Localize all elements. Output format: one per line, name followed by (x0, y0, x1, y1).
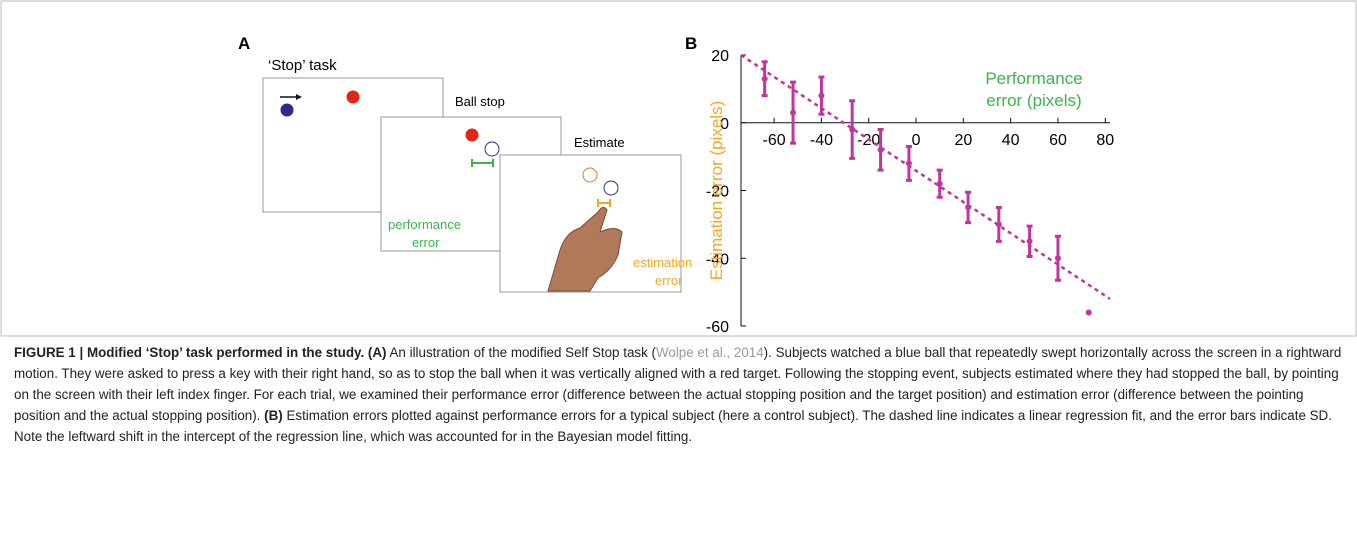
data-point (1085, 309, 1092, 316)
x-tick-label: 20 (954, 132, 972, 149)
caption-run: (B) (264, 408, 283, 423)
y-tick-label: 0 (720, 116, 729, 133)
x-axis-label: Performance (985, 69, 1082, 88)
screen-title: Ball stop (455, 94, 505, 109)
red-target (465, 128, 479, 142)
annotation: error (412, 235, 440, 250)
data-point (849, 126, 856, 133)
x-tick-label: 40 (1002, 132, 1020, 149)
x-tick-label: -40 (810, 132, 833, 149)
figure: A ‘Stop’ task Ball stop performance erro… (0, 0, 1357, 337)
caption-run: FIGURE 1 | Modified ‘Stop’ task performe… (14, 345, 387, 360)
data-point (790, 109, 797, 116)
y-axis-label: Estimation error (pixels) (707, 101, 726, 281)
x-axis-label: error (pixels) (986, 91, 1081, 110)
panel-label: B (685, 34, 697, 53)
estimate-outline (582, 167, 598, 183)
caption: FIGURE 1 | Modified ‘Stop’ task performe… (14, 342, 1346, 447)
screen-title: ‘Stop’ task (268, 57, 337, 74)
data-point (995, 221, 1002, 228)
figure-frame (0, 0, 1357, 337)
annotation: estimation (633, 255, 692, 270)
caption-run: An illustration of the modified Self Sto… (386, 345, 656, 360)
data-point (905, 160, 912, 167)
y-tick-label: -60 (706, 319, 729, 336)
bracket (471, 159, 494, 167)
y-tick-label: -40 (706, 251, 729, 268)
ball-outline (484, 141, 500, 157)
caption-run: Wolpe et al., 2014 (655, 345, 764, 360)
regression-line (740, 53, 1111, 300)
data-point (1054, 255, 1061, 262)
screen-title: Estimate (574, 135, 625, 150)
x-tick-label: 80 (1096, 132, 1114, 149)
panel-label: A (238, 34, 250, 53)
hand (547, 206, 623, 292)
blue-ball (280, 103, 294, 117)
data-point (936, 180, 943, 187)
y-tick-label: 20 (711, 48, 729, 65)
red-target (346, 90, 360, 104)
panel-a: A ‘Stop’ task Ball stop performance erro… (238, 34, 692, 293)
bracket (597, 199, 611, 207)
panel-b: B -60-40-20020-60-40-20020406080Estimati… (685, 34, 1114, 336)
data-point (1026, 238, 1033, 245)
caption-run: Estimation errors plotted against perfor… (14, 408, 1332, 444)
data-point (877, 146, 884, 153)
x-tick-label: 60 (1049, 132, 1067, 149)
y-tick-label: -20 (706, 184, 729, 201)
data-point (965, 204, 972, 211)
caption-run: ). Subjects watched a blue ball that rep… (14, 345, 1342, 423)
data-point (761, 75, 768, 82)
data-point (818, 92, 825, 99)
annotation: performance (388, 217, 461, 232)
x-tick-label: 0 (912, 132, 921, 149)
annotation: error (655, 273, 683, 288)
ball-outline (603, 180, 619, 196)
arrow-head (296, 94, 302, 100)
x-tick-label: -60 (763, 132, 786, 149)
